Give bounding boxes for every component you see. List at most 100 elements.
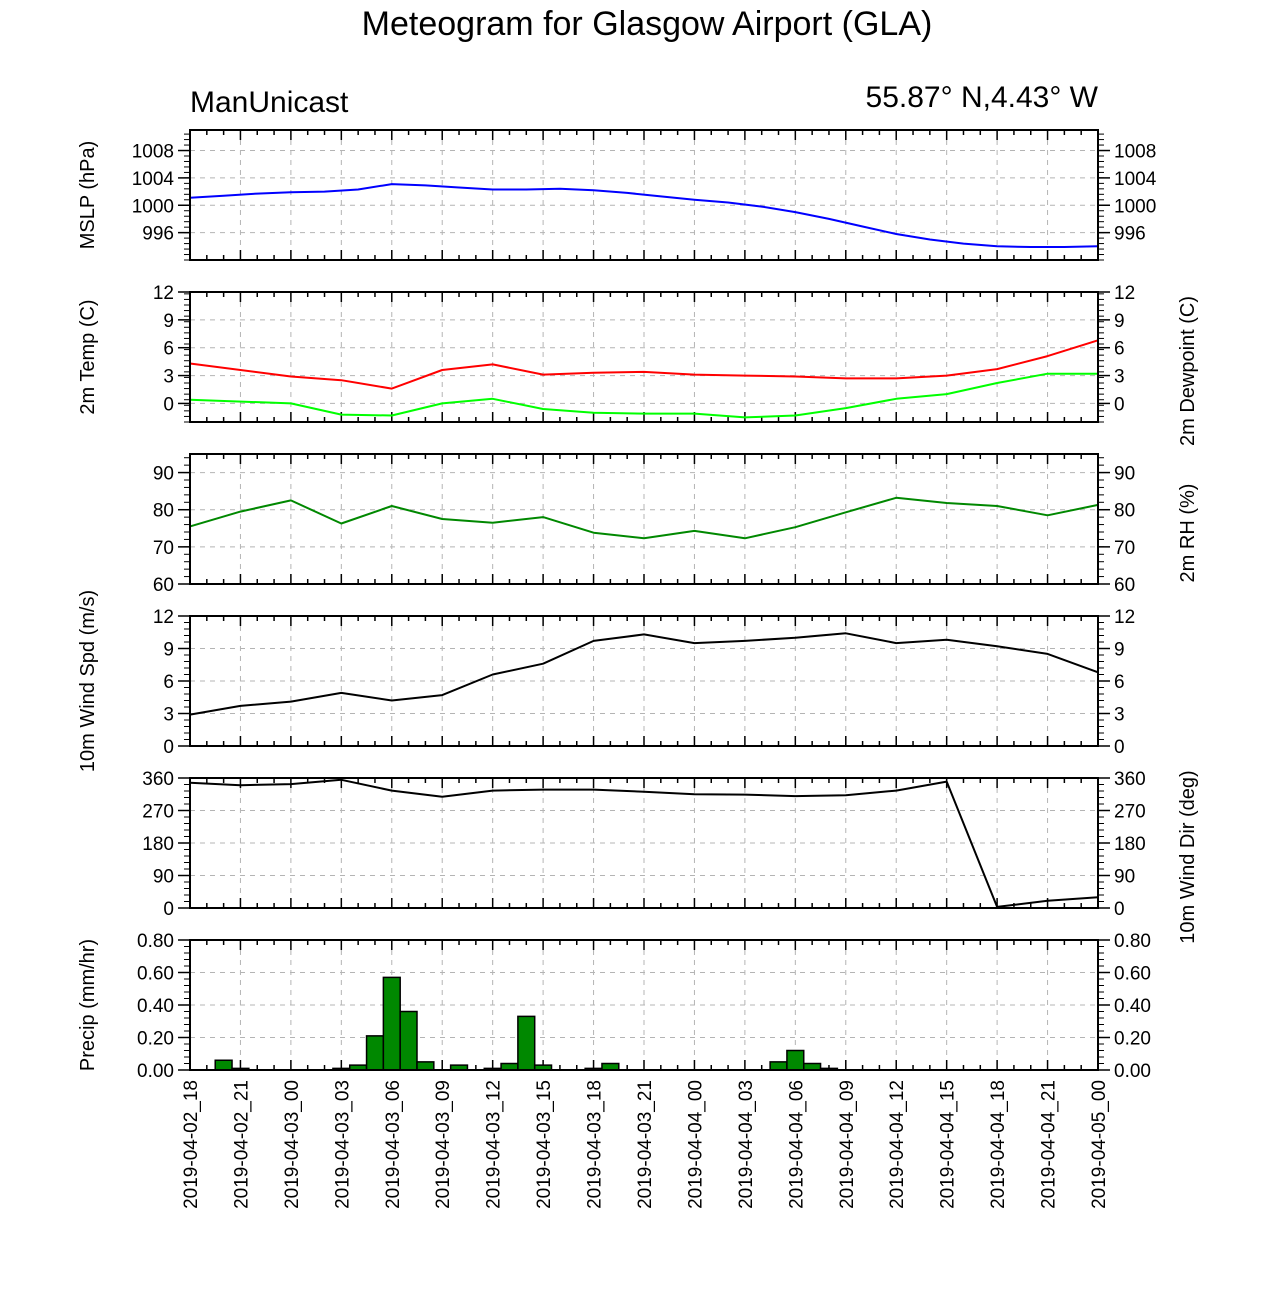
y-tick-label-left: 360 bbox=[142, 769, 174, 790]
mslp-panel: 996 996 1000 1000 1004 1004 1008 1008 MSLP (hPa) bbox=[77, 129, 1157, 261]
wind_speed-panel: 0 0 3 3 6 6 9 9 12 12 10m Wind Spd (m/s) bbox=[77, 590, 1135, 772]
rh-panel: 60 60 70 70 80 80 90 90 2m RH (%) bbox=[153, 453, 1199, 596]
precip-bar bbox=[365, 1035, 385, 1071]
y-tick-label-left: 70 bbox=[153, 538, 174, 559]
y-tick-label-right: 996 bbox=[1114, 224, 1146, 245]
precip-panel: 0.00 0.00 0.20 0.20 0.40 0.40 0.60 0.60 0.80 0.80… bbox=[77, 931, 1151, 1082]
time-tick-label: 2019-04-04_00 bbox=[685, 1080, 706, 1209]
y-tick-label-left: 180 bbox=[142, 834, 174, 855]
y-tick-label-left: 996 bbox=[142, 224, 174, 245]
temp-series-temp bbox=[189, 339, 1099, 390]
y-tick-label-right: 180 bbox=[1114, 834, 1146, 855]
y-tick-label-left: 60 bbox=[153, 575, 174, 596]
precip-frame bbox=[189, 939, 1099, 1071]
time-axis: 2019-04-02_18 2019-04-02_21 2019-04-03_00 2… bbox=[181, 1080, 1110, 1209]
y-tick-label-left: 0 bbox=[163, 737, 174, 758]
rh-series-line bbox=[189, 496, 1099, 540]
y-tick-label-left: 12 bbox=[153, 607, 174, 628]
y-tick-label-left: 3 bbox=[163, 705, 174, 726]
y-tick-label-left: 0.40 bbox=[137, 996, 174, 1017]
y-tick-label-right: 6 bbox=[1114, 672, 1125, 693]
time-tick-label: 2019-04-03_09 bbox=[433, 1080, 454, 1209]
temp-panel: 0 0 3 3 6 6 9 9 12 12 2m Temp (C) 2m Dewpoint (C) bbox=[77, 283, 1199, 446]
y-tick-label-right: 6 bbox=[1114, 339, 1125, 360]
y-tick-label-left: 0.80 bbox=[137, 931, 174, 952]
y-tick-label-left: 0.60 bbox=[137, 964, 174, 985]
y-axis-label-left: 10m Wind Spd (m/s) bbox=[77, 590, 99, 772]
precip-bar bbox=[416, 1061, 435, 1071]
y-tick-label-left: 6 bbox=[163, 672, 174, 693]
y-tick-label-right: 12 bbox=[1114, 283, 1135, 304]
y-tick-label-right: 0.40 bbox=[1114, 996, 1151, 1017]
time-tick-label: 2019-04-03_06 bbox=[383, 1080, 404, 1209]
wind_dir-series-line bbox=[189, 778, 1099, 908]
temp-frame bbox=[189, 291, 1099, 423]
y-tick-label-left: 1000 bbox=[132, 196, 174, 217]
y-tick-label-right: 0 bbox=[1114, 899, 1125, 920]
time-tick-label: 2019-04-04_06 bbox=[786, 1080, 807, 1209]
y-axis-label-left: 2m Temp (C) bbox=[77, 299, 99, 414]
y-tick-label-right: 60 bbox=[1114, 575, 1135, 596]
mslp-frame bbox=[189, 129, 1099, 261]
time-tick-label: 2019-04-04_15 bbox=[938, 1080, 959, 1209]
wind_dir-panel: 0 0 90 90 180 180 270 270 360 360 10m Wind Dir (de… bbox=[142, 769, 1199, 944]
time-tick-label: 2019-04-02_21 bbox=[231, 1080, 252, 1209]
y-tick-label-left: 1008 bbox=[132, 142, 174, 163]
time-tick-label: 2019-04-03_00 bbox=[282, 1080, 303, 1209]
y-tick-label-right: 12 bbox=[1114, 607, 1135, 628]
y-tick-label-left: 9 bbox=[163, 640, 174, 661]
y-tick-label-right: 9 bbox=[1114, 640, 1125, 661]
precip-bar bbox=[769, 1061, 788, 1071]
time-tick-label: 2019-04-03_15 bbox=[534, 1080, 555, 1209]
time-tick-label: 2019-04-05_00 bbox=[1089, 1080, 1110, 1209]
temp-series-dewpoint bbox=[189, 372, 1098, 419]
location-coordinates: 55.87° N,4.43° W bbox=[866, 81, 1099, 114]
y-tick-label-left: 12 bbox=[153, 283, 174, 304]
precip-bar bbox=[517, 1015, 536, 1071]
y-tick-label-right: 1008 bbox=[1114, 142, 1156, 163]
y-tick-label-right: 0 bbox=[1114, 394, 1125, 415]
y-tick-label-right: 0.00 bbox=[1114, 1061, 1151, 1082]
y-tick-label-right: 0.80 bbox=[1114, 931, 1151, 952]
chart-title: Meteogram for Glasgow Airport (GLA) bbox=[362, 5, 933, 43]
time-tick-label: 2019-04-04_03 bbox=[736, 1080, 757, 1209]
y-axis-label-right: 10m Wind Dir (deg) bbox=[1177, 770, 1199, 943]
time-tick-label: 2019-04-02_18 bbox=[181, 1080, 202, 1209]
y-tick-label-right: 0.20 bbox=[1114, 1029, 1151, 1050]
y-tick-label-left: 270 bbox=[142, 802, 174, 823]
time-tick-label: 2019-04-03_12 bbox=[484, 1080, 505, 1209]
y-tick-label-right: 80 bbox=[1114, 501, 1135, 522]
time-tick-label: 2019-04-03_18 bbox=[585, 1080, 606, 1209]
y-tick-label-left: 6 bbox=[163, 339, 174, 360]
y-tick-label-left: 80 bbox=[153, 501, 174, 522]
y-tick-label-left: 3 bbox=[163, 367, 174, 388]
y-tick-label-right: 0 bbox=[1114, 737, 1125, 758]
time-tick-label: 2019-04-04_09 bbox=[837, 1080, 858, 1209]
y-tick-label-right: 70 bbox=[1114, 538, 1135, 559]
y-tick-label-right: 1004 bbox=[1114, 169, 1157, 190]
mslp-series-line bbox=[189, 183, 1099, 248]
time-tick-label: 2019-04-04_21 bbox=[1039, 1080, 1060, 1209]
y-tick-label-left: 1004 bbox=[132, 169, 175, 190]
y-tick-label-left: 0 bbox=[163, 394, 174, 415]
precip-bar bbox=[382, 976, 401, 1071]
y-tick-label-right: 360 bbox=[1114, 769, 1146, 790]
rh-frame bbox=[189, 453, 1099, 585]
precip-bar bbox=[214, 1059, 233, 1071]
y-tick-label-left: 9 bbox=[163, 311, 174, 332]
y-tick-label-right: 270 bbox=[1114, 802, 1146, 823]
y-tick-label-right: 90 bbox=[1114, 867, 1135, 888]
y-tick-label-left: 0 bbox=[163, 899, 174, 920]
wind_dir-frame bbox=[189, 777, 1099, 909]
y-tick-label-right: 3 bbox=[1114, 367, 1125, 388]
y-tick-label-left: 0.20 bbox=[137, 1029, 174, 1050]
y-tick-label-left: 90 bbox=[153, 464, 174, 485]
precip-bar bbox=[786, 1049, 805, 1071]
y-axis-label-left: MSLP (hPa) bbox=[77, 141, 99, 250]
y-axis-label-right: 2m Dewpoint (C) bbox=[1177, 296, 1199, 446]
y-axis-label-right: 2m RH (%) bbox=[1177, 484, 1199, 583]
y-tick-label-left: 90 bbox=[153, 867, 174, 888]
time-tick-label: 2019-04-03_21 bbox=[635, 1080, 656, 1209]
